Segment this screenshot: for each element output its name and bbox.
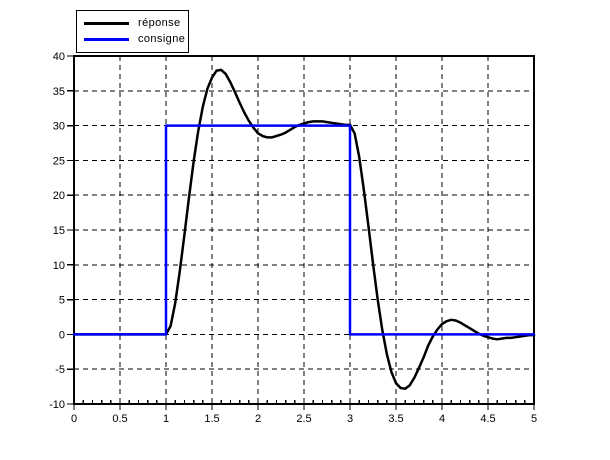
legend-label-consigne: consigne	[138, 33, 186, 45]
x-tick-label: 5	[531, 413, 537, 425]
x-tick-label: 1.5	[204, 413, 219, 425]
x-tick-label: 0	[71, 413, 77, 425]
y-tick-label: 0	[59, 329, 65, 341]
y-tick-label: 40	[53, 51, 65, 63]
y-tick-label: 25	[53, 155, 65, 167]
y-tick-label: 20	[53, 190, 65, 202]
legend-line-sample-consigne	[84, 38, 129, 41]
setpoint-curve	[72, 124, 536, 336]
y-tick-label: 35	[53, 86, 65, 98]
x-tick-label: 4	[439, 413, 445, 425]
x-tick-label: 3.5	[388, 413, 403, 425]
legend: réponse consigne	[76, 10, 189, 53]
legend-line-sample-reponse	[84, 22, 129, 25]
legend-item-consigne: consigne	[84, 33, 186, 45]
y-tick-label: -10	[49, 399, 65, 411]
legend-label-reponse: réponse	[138, 17, 181, 29]
x-tick-label: 4.5	[480, 413, 495, 425]
x-tick-label: 1	[163, 413, 169, 425]
x-tick-label: 0.5	[112, 413, 127, 425]
plot-frame	[73, 55, 535, 405]
y-tick-label: 30	[53, 121, 65, 133]
y-tick-label: -5	[55, 364, 65, 376]
legend-item-reponse: réponse	[84, 18, 184, 29]
y-tick-label: 5	[59, 295, 65, 307]
y-tick-label: 10	[53, 260, 65, 272]
x-tick-label: 3	[347, 413, 353, 425]
y-tick-label: 15	[53, 225, 65, 237]
x-tick-label: 2	[255, 413, 261, 425]
x-tick-label: 2.5	[296, 413, 311, 425]
